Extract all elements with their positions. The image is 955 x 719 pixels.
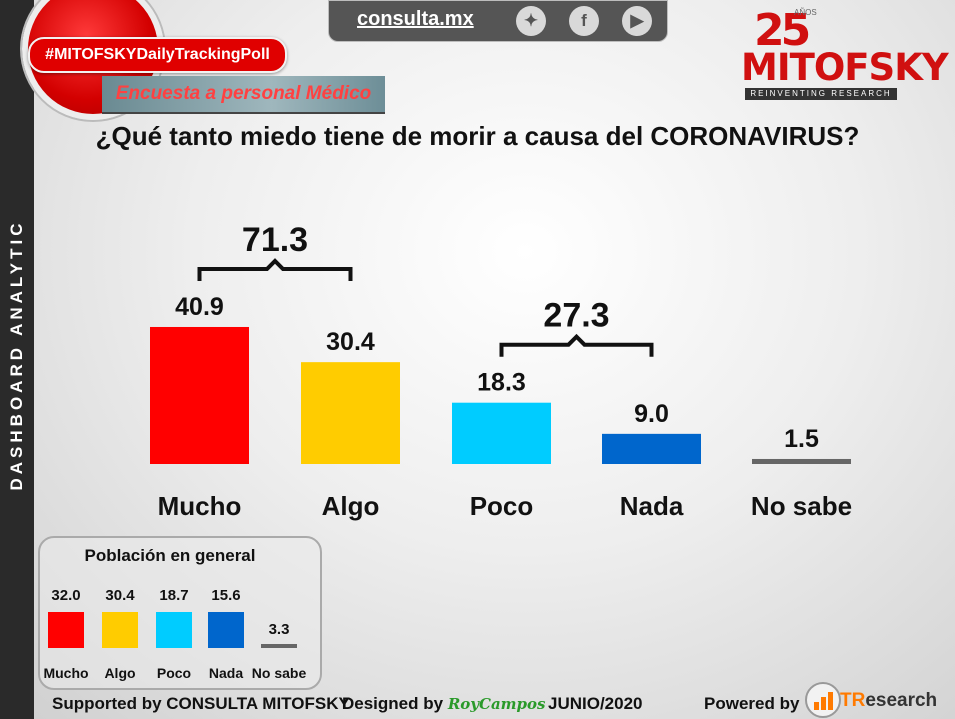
group-total-label-1: 27.3 [543,297,609,335]
logo-tagline: REINVENTING RESEARCH [745,88,897,100]
mini-bar-algo [102,612,138,648]
value-label-mucho: 40.9 [175,293,224,321]
category-label-mucho: Mucho [158,491,242,521]
group-bracket-1 [499,333,654,357]
category-label-nosabe: No sabe [751,491,852,521]
bar-nada [602,433,701,464]
category-label-poco: Poco [470,491,534,521]
tresearch-brand: TResearch [840,690,937,712]
mini-value-nada: 15.6 [211,587,240,604]
bar-poco [452,402,551,464]
bar-mucho [150,326,249,464]
survey-subtitle: Encuesta a personal Médico [102,76,385,114]
mini-category-nada: Nada [209,665,243,681]
mini-bar-mucho [48,612,84,648]
footer-designed: Designed by RoyCampos [342,694,545,714]
facebook-icon[interactable]: f [569,6,599,36]
mini-value-nosabe: 3.3 [269,621,290,638]
twitter-icon[interactable]: ✦ [516,6,546,36]
footer-date: JUNIO/2020 [548,694,643,713]
value-label-nosabe: 1.5 [784,425,819,453]
mitofsky-logo: MITOFSKY [741,46,949,89]
footer-designed-label: Designed by [342,694,444,713]
mini-category-poco: Poco [157,665,191,681]
top-link-bar: consulta.mx ✦ f ▶ [328,0,668,42]
site-link[interactable]: consulta.mx [357,8,474,30]
mini-value-poco: 18.7 [159,587,188,604]
category-label-nada: Nada [620,491,684,521]
mini-category-nosabe: No sabe [252,665,307,681]
bar-nosabe [752,458,851,464]
mini-bar-poco [156,612,192,648]
group-bracket-0 [197,258,353,281]
general-population-title: Población en general [84,546,256,565]
mini-value-mucho: 32.0 [51,587,80,604]
footer-supported: Supported by CONSULTA MITOFSKY [52,694,350,713]
sidebar: DASHBOARD ANALYTIC [0,0,34,719]
hashtag-label: #MITOFSKYDailyTrackingPoll [28,37,287,73]
footer-powered: Powered by [704,694,800,713]
value-label-nada: 9.0 [634,400,669,428]
value-label-poco: 18.3 [477,369,526,397]
logo-anniversary-number: 25 [754,5,811,56]
footer-designer: RoyCampos [447,695,546,713]
general-population-panel: Población en general [38,536,322,690]
mini-bar-nosabe [261,644,297,648]
mini-value-algo: 30.4 [105,587,135,604]
bar-algo [301,362,400,464]
mini-bar-nada [208,612,244,648]
value-label-algo: 30.4 [326,328,375,356]
tresearch-brand-b: esearch [865,690,938,711]
logo-anos-label: AÑOS [794,8,817,17]
question-title: ¿Qué tanto miedo tiene de morir a causa … [95,121,860,151]
mini-category-mucho: Mucho [43,665,88,681]
mini-category-algo: Algo [104,665,135,681]
tresearch-logo-icon [805,682,841,718]
tresearch-brand-a: TR [840,690,866,711]
category-label-algo: Algo [322,491,380,521]
group-total-label-0: 71.3 [242,221,308,259]
youtube-icon[interactable]: ▶ [622,6,652,36]
